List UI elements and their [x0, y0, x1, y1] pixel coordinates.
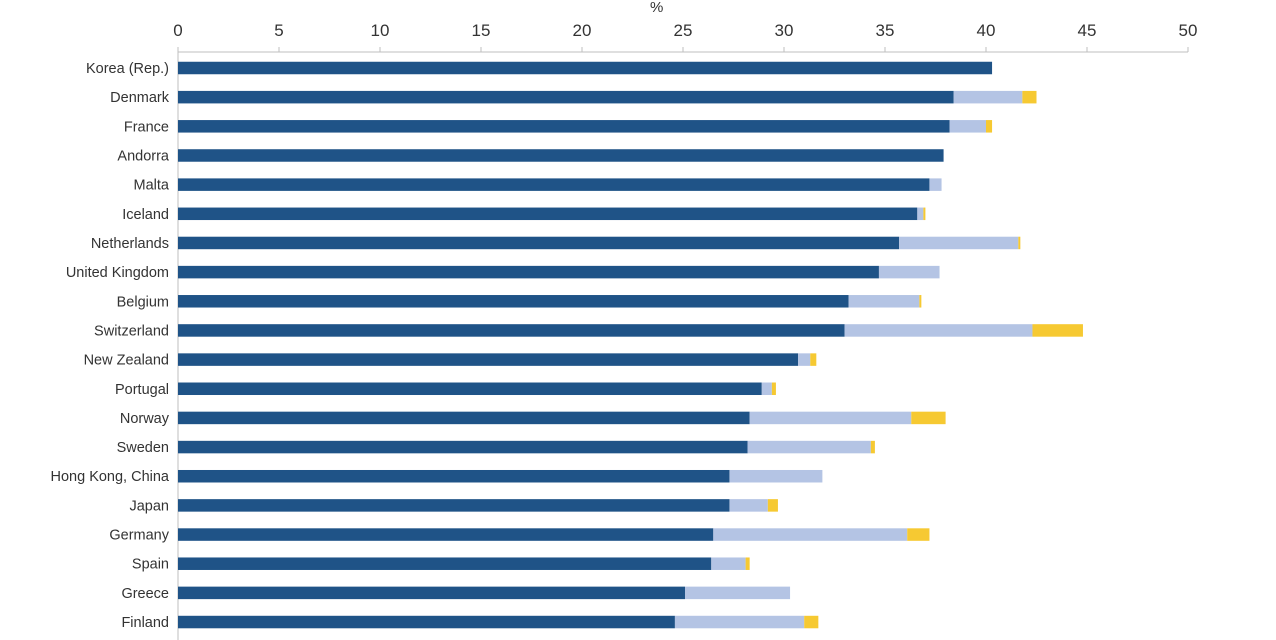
bar-segment-series-1 — [178, 178, 930, 191]
category-label: Japan — [129, 498, 169, 514]
bar-segment-series-1 — [178, 557, 712, 570]
bar-segment-series-1 — [178, 61, 993, 75]
bar-segment-series-1 — [178, 265, 879, 279]
bar-segment-series-1 — [178, 469, 730, 483]
x-tick-label: 35 — [876, 21, 895, 40]
bar-segment-series-3 — [1032, 324, 1083, 337]
category-label: Iceland — [122, 207, 169, 223]
bar-segment-series-3 — [810, 353, 817, 366]
bar-segment-series-2 — [729, 499, 768, 512]
category-label: United Kingdom — [66, 265, 169, 281]
bar-segment-series-3 — [986, 120, 993, 133]
category-label: Belgium — [117, 294, 169, 310]
bar-segment-series-2 — [899, 236, 1019, 250]
x-axis-unit-label: % — [650, 0, 663, 16]
bar-segment-series-1 — [178, 90, 954, 104]
bar-segment-series-3 — [1018, 236, 1021, 250]
bar-segment-series-2 — [747, 440, 871, 454]
bar-segment-series-1 — [178, 120, 950, 133]
category-label: Andorra — [117, 148, 170, 164]
category-label: Finland — [121, 615, 169, 631]
axis-layer — [177, 47, 1189, 640]
x-tick-label: 0 — [173, 21, 182, 40]
category-label: Sweden — [117, 440, 169, 456]
bar-segment-series-3 — [745, 557, 750, 570]
category-label: Norway — [120, 411, 170, 427]
bar-segment-series-3 — [923, 207, 926, 221]
bar-segment-series-2 — [798, 353, 811, 366]
x-tick-label: 15 — [472, 21, 491, 40]
bars-layer — [178, 61, 1083, 629]
category-label: New Zealand — [84, 353, 169, 369]
bar-segment-series-3 — [907, 528, 930, 541]
category-label: Korea (Rep.) — [86, 61, 169, 77]
x-tick-label: 45 — [1078, 21, 1097, 40]
category-label: Hong Kong, China — [51, 469, 170, 485]
category-label: Greece — [121, 586, 169, 602]
x-tick-label: 10 — [371, 21, 390, 40]
category-label: Spain — [132, 557, 169, 573]
bar-segment-series-2 — [685, 586, 791, 600]
bar-segment-series-1 — [178, 586, 686, 600]
category-label: Malta — [134, 178, 170, 194]
bar-segment-series-1 — [178, 324, 845, 337]
bar-segment-series-2 — [761, 382, 772, 396]
bar-segment-series-2 — [953, 90, 1023, 104]
bar-segment-series-1 — [178, 207, 918, 221]
category-label: Germany — [109, 528, 169, 544]
category-label: Portugal — [115, 382, 169, 398]
bar-segment-series-1 — [178, 382, 762, 396]
bar-segment-series-1 — [178, 295, 849, 308]
x-tick-label: 25 — [674, 21, 693, 40]
bar-segment-series-2 — [711, 557, 746, 570]
bar-segment-series-2 — [848, 295, 920, 308]
bar-segment-series-3 — [771, 382, 776, 396]
category-label: Netherlands — [91, 236, 169, 252]
labels-layer: % 0 5 10 15 20 25 30 35 40 45 50 Korea (Rep.) Denmark… — [51, 0, 1198, 631]
bar-segment-series-1 — [178, 149, 944, 162]
category-label: Switzerland — [94, 323, 169, 339]
category-label: Denmark — [110, 90, 170, 106]
bar-segment-series-2 — [844, 324, 1033, 337]
bar-segment-series-1 — [178, 440, 748, 454]
bar-segment-series-2 — [917, 207, 924, 221]
bar-segment-series-2 — [729, 469, 823, 483]
bar-segment-series-3 — [1022, 90, 1037, 104]
bar-segment-series-2 — [749, 411, 912, 425]
bar-segment-series-2 — [878, 265, 940, 279]
x-tick-label: 20 — [573, 21, 592, 40]
category-label: France — [124, 119, 169, 135]
bar-segment-series-2 — [949, 120, 986, 133]
x-tick-label: 5 — [274, 21, 283, 40]
bar-segment-series-3 — [804, 615, 819, 629]
bar-segment-series-2 — [674, 615, 805, 629]
bar-segment-series-3 — [870, 440, 875, 454]
bar-segment-series-3 — [919, 295, 922, 308]
bar-segment-series-1 — [178, 499, 730, 512]
x-tick-label: 30 — [775, 21, 794, 40]
bar-segment-series-1 — [178, 615, 675, 629]
bar-segment-series-2 — [929, 178, 942, 191]
bar-segment-series-2 — [713, 528, 908, 541]
bar-segment-series-1 — [178, 528, 714, 541]
bar-segment-series-3 — [767, 499, 778, 512]
bar-segment-series-1 — [178, 411, 750, 425]
x-tick-label: 40 — [977, 21, 996, 40]
bar-segment-series-3 — [911, 411, 946, 425]
bar-segment-series-1 — [178, 353, 799, 366]
bar-segment-series-1 — [178, 236, 900, 250]
x-tick-label: 50 — [1179, 21, 1198, 40]
